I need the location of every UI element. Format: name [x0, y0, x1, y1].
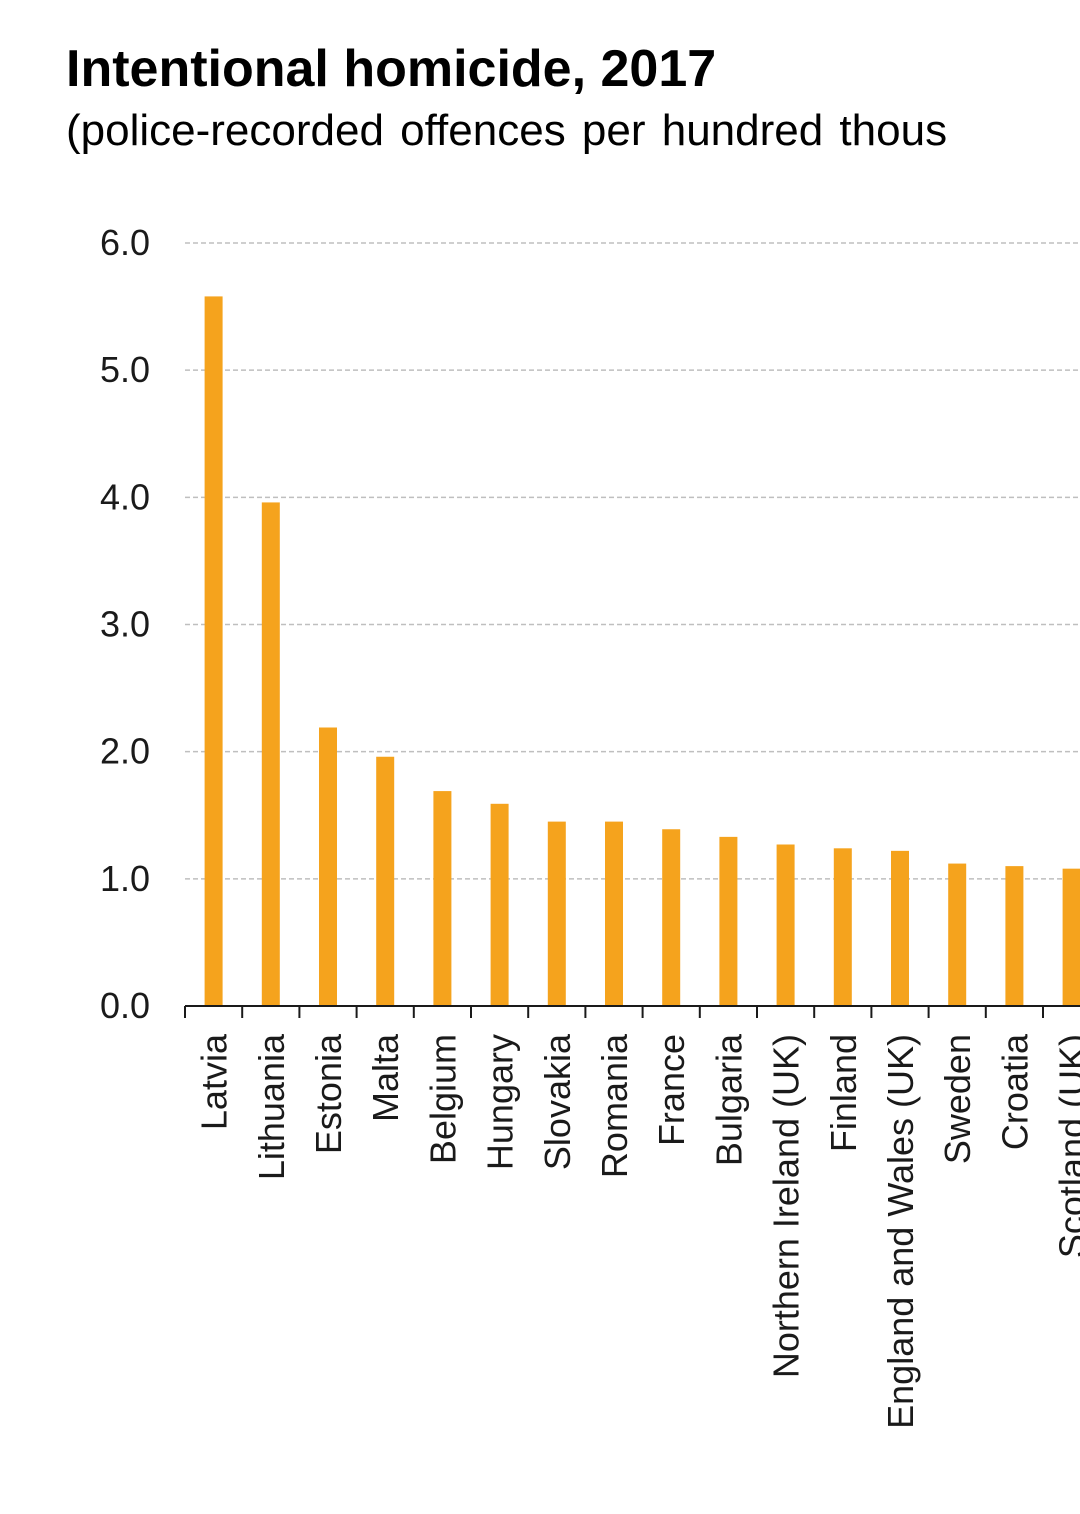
x-category-label: Latvia: [194, 1033, 235, 1130]
gridlines: [185, 242, 1080, 880]
x-category-label: Sweden: [937, 1034, 978, 1164]
bar-malta: [376, 756, 395, 1006]
bar-bulgaria: [719, 836, 738, 1006]
bar-latvia: [204, 296, 223, 1006]
chart-title: Intentional homicide, 2017: [66, 40, 717, 98]
x-category-label: Slovakia: [537, 1033, 578, 1170]
x-category-label: Scotland (UK): [1052, 1034, 1080, 1258]
x-category-label: Northern Ireland (UK): [766, 1034, 807, 1378]
bar-england-and-wales-uk: [891, 850, 909, 1006]
bar-slovakia: [547, 821, 566, 1006]
bar-france: [662, 829, 681, 1006]
x-category-label: England and Wales (UK): [880, 1034, 921, 1429]
bar-belgium: [433, 791, 452, 1006]
y-tick-label: 4.0: [100, 476, 150, 517]
x-axis-category-labels: Latvia Lithuania Estonia Malta Belgium Hungar…: [194, 1033, 1080, 1429]
bar-scotland-uk: [1062, 868, 1080, 1006]
x-category-label: Malta: [365, 1033, 406, 1122]
x-category-label: Finland: [823, 1034, 864, 1152]
bar-romania: [605, 821, 623, 1006]
x-axis: [184, 1005, 1080, 1018]
x-category-label: Croatia: [994, 1033, 1035, 1150]
y-tick-label: 6.0: [100, 222, 150, 263]
x-category-label: Bulgaria: [708, 1033, 749, 1166]
chart-subtitle: (police-recorded offences per hundred th…: [66, 106, 948, 155]
y-tick-label: 1.0: [100, 858, 150, 899]
bars: [204, 296, 1080, 1006]
bar-hungary: [490, 803, 509, 1006]
y-tick-label: 5.0: [100, 349, 150, 390]
bar-estonia: [319, 727, 337, 1006]
bar-northern-ireland-uk: [776, 844, 795, 1006]
bar-sweden: [948, 863, 967, 1006]
x-category-label: Lithuania: [251, 1033, 292, 1180]
x-category-label: France: [651, 1034, 692, 1146]
bar-finland: [833, 848, 852, 1006]
x-category-label: Estonia: [308, 1033, 349, 1154]
y-axis-tick-labels: 0.0 1.0 2.0 3.0 4.0 5.0 6.0: [100, 222, 150, 1026]
x-category-label: Belgium: [422, 1034, 463, 1164]
bar-croatia: [1005, 866, 1024, 1006]
x-category-label: Romania: [594, 1033, 635, 1178]
y-tick-label: 2.0: [100, 731, 150, 772]
x-category-label: Hungary: [480, 1034, 521, 1170]
y-tick-label: 3.0: [100, 604, 150, 645]
y-tick-label: 0.0: [100, 985, 150, 1026]
bar-lithuania: [261, 502, 280, 1006]
